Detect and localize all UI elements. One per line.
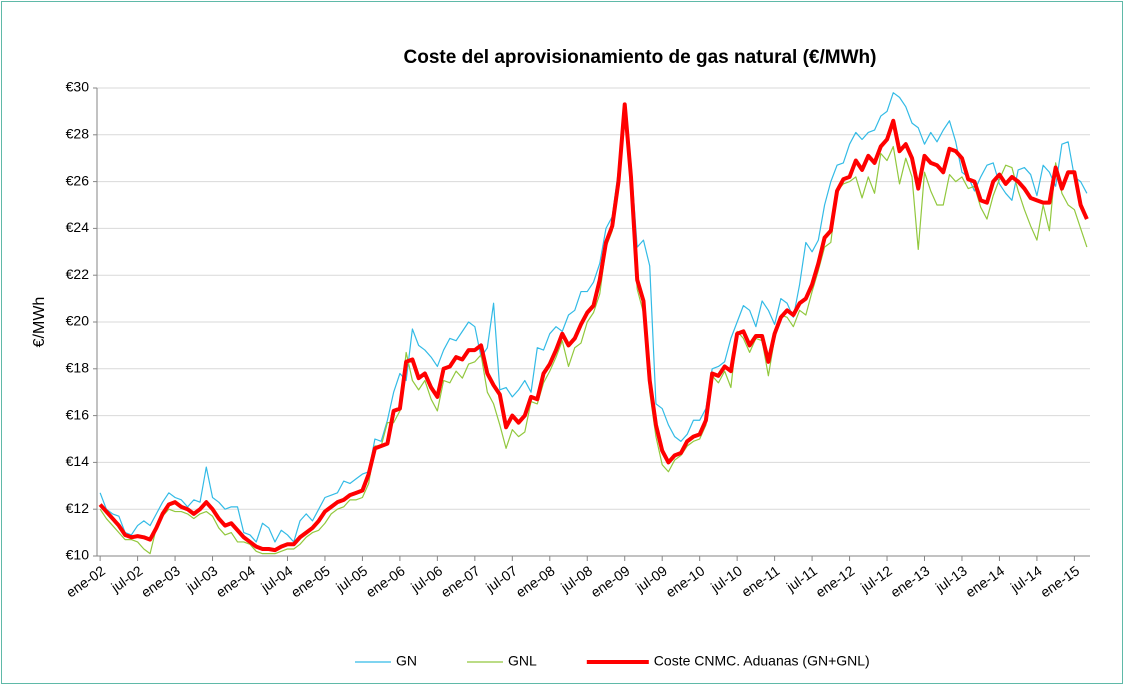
series-line: [99, 92, 1088, 543]
y-tick-label: €20: [66, 313, 90, 329]
legend-label: GNL: [508, 653, 537, 669]
y-tick-label: €12: [66, 500, 90, 516]
series-line: [99, 106, 1088, 555]
y-tick-label: €22: [66, 266, 90, 282]
chart-title: Coste del aprovisionamiento de gas natur…: [404, 47, 877, 68]
series-line: [98, 102, 1089, 553]
y-tick-label: €10: [66, 547, 90, 563]
y-tick-label: €26: [66, 172, 90, 188]
y-tick-label: €30: [66, 79, 90, 95]
legend-label: Coste CNMC. Aduanas (GN+GNL): [654, 653, 870, 669]
y-tick-label: €24: [66, 219, 90, 235]
y-tick-label: €18: [66, 360, 90, 376]
legend-label: GN: [396, 653, 417, 669]
y-tick-label: €14: [66, 453, 90, 469]
y-tick-label: €28: [66, 126, 90, 142]
y-tick-label: €16: [66, 406, 90, 422]
y-axis-label: €/MWh: [31, 297, 48, 348]
